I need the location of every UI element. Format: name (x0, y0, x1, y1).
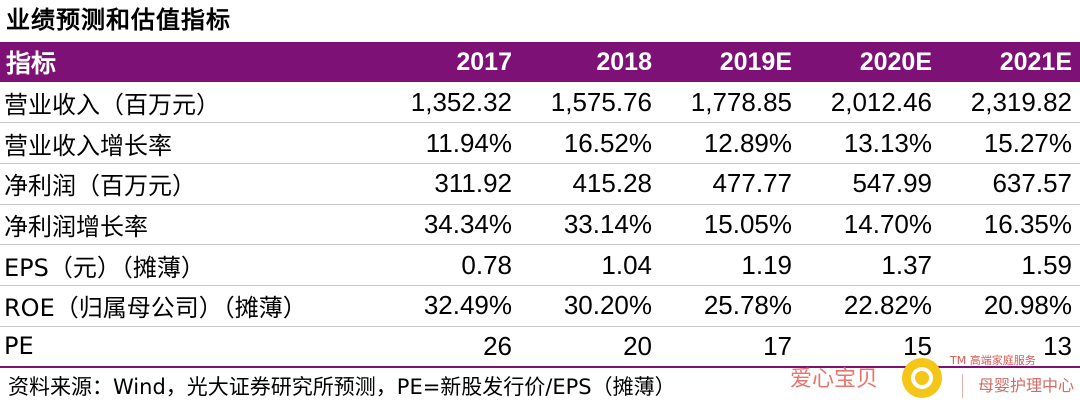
header-cell-indicator: 指标 (6, 49, 57, 78)
header-cell-2019e: 2019E (719, 47, 792, 76)
table-row: 营业收入（百万元） 1,352.32 1,575.76 1,778.85 2,0… (0, 82, 1080, 123)
sun-logo-icon (902, 358, 942, 398)
table-cell: 1.04 (601, 249, 652, 280)
table-cell: 13 (1043, 330, 1072, 361)
table-cell: 17 (763, 330, 792, 361)
table-cell: 12.89% (703, 127, 792, 158)
table-cell: 2,012.46 (830, 86, 932, 117)
row-label: 净利润增长率 (4, 212, 148, 241)
row-label: 营业收入（百万元） (4, 90, 220, 119)
table-cell: 32.49% (423, 290, 512, 321)
row-label: 营业收入增长率 (4, 131, 172, 160)
table-cell: 16.52% (563, 127, 652, 158)
table-cell: 415.28 (572, 168, 652, 199)
table-cell: 547.99 (852, 168, 932, 199)
table-cell: 2,319.82 (970, 86, 1072, 117)
table-cell: 1.59 (1021, 249, 1072, 280)
table-cell: 15.27% (983, 127, 1072, 158)
table-cell: 22.82% (843, 290, 932, 321)
table-cell: 34.34% (423, 208, 512, 239)
watermark-tagline: TM 高端家庭服务 (950, 354, 1036, 367)
table-cell: 1.19 (741, 249, 792, 280)
table-title: 业绩预测和估值指标 (6, 5, 231, 34)
table-cell: 30.20% (563, 290, 652, 321)
table-row: ROE（归属母公司）（摊薄） 32.49% 30.20% 25.78% 22.8… (0, 285, 1080, 327)
table-row: 净利润（百万元） 311.92 415.28 477.77 547.99 637… (0, 163, 1080, 205)
row-label: 净利润（百万元） (4, 172, 196, 201)
source-note: 资料来源：Wind，光大证券研究所预测，PE=新股发行价/EPS（摊薄） (8, 375, 676, 399)
table-cell: 637.57 (992, 168, 1072, 199)
table-cell: 1.37 (881, 249, 932, 280)
header-cell-2021e: 2021E (999, 47, 1072, 76)
table-cell: 16.35% (983, 208, 1072, 239)
row-label: PE (4, 332, 34, 361)
table-cell: 1,575.76 (550, 86, 652, 117)
watermark-divider (962, 374, 963, 398)
table-header-row: 指标 2017 2018 2019E 2020E 2021E (0, 42, 1080, 82)
watermark-center-text: 母婴护理中心 (978, 376, 1075, 395)
table-cell: 25.78% (703, 290, 792, 321)
watermark-brand-text: 爱心宝贝 (790, 367, 879, 392)
table-cell: 311.92 (434, 168, 512, 199)
row-label: ROE（归属母公司）（摊薄） (4, 294, 307, 323)
table-cell: 33.14% (563, 208, 652, 239)
table-cell: 1,352.32 (410, 86, 512, 117)
header-cell-2018: 2018 (596, 47, 652, 76)
header-cell-2020e: 2020E (859, 47, 932, 76)
table-cell: 13.13% (843, 127, 932, 158)
table-cell: 26 (483, 330, 512, 361)
header-cell-2017: 2017 (456, 47, 512, 76)
table-cell: 15.05% (703, 208, 792, 239)
table-cell: 20.98% (983, 290, 1072, 321)
table-row: PE 26 20 17 15 13 (0, 326, 1080, 367)
table-row: 净利润增长率 34.34% 33.14% 15.05% 14.70% 16.35… (0, 204, 1080, 245)
table-cell: 15 (903, 330, 932, 361)
forecast-valuation-table: 指标 2017 2018 2019E 2020E 2021E 营业收入（百万元）… (0, 42, 1080, 368)
table-cell: 14.70% (843, 208, 932, 239)
table-cell: 0.78 (461, 249, 512, 280)
row-label: EPS（元）（摊薄） (4, 253, 205, 282)
table-cell: 20 (623, 330, 652, 361)
table-row: EPS（元）（摊薄） 0.78 1.04 1.19 1.37 1.59 (0, 245, 1080, 286)
table-cell: 11.94% (425, 127, 512, 158)
table-cell: 477.77 (712, 168, 792, 199)
table-cell: 1,778.85 (690, 86, 792, 117)
table-row: 营业收入增长率 11.94% 16.52% 12.89% 13.13% 15.2… (0, 123, 1080, 164)
